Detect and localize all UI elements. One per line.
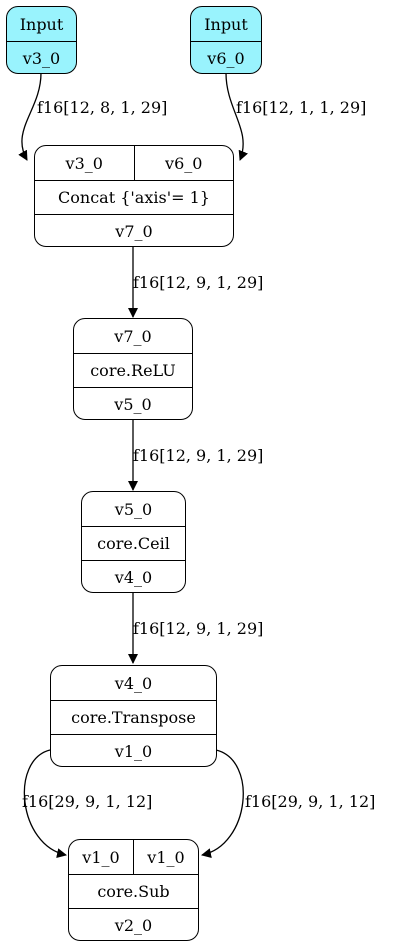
edge-transpose-to-sub-left xyxy=(23,749,67,859)
edge-label: f16[12, 1, 1, 29] xyxy=(236,98,367,117)
node-input-port: v4_0 xyxy=(114,673,153,693)
node-input-port: v3_0 xyxy=(65,153,103,173)
node-output: v4_0 xyxy=(114,567,153,587)
node-output: v6_0 xyxy=(207,48,245,68)
input-node-v6[interactable]: Input v6_0 xyxy=(190,6,262,74)
input-node-v3[interactable]: Input v3_0 xyxy=(6,6,77,74)
edge-label: f16[12, 9, 1, 29] xyxy=(133,619,264,638)
node-output: v2_0 xyxy=(114,915,153,935)
node-output: v3_0 xyxy=(22,48,61,68)
node-op: core.Transpose xyxy=(71,707,196,727)
node-op: Concat {'axis'= 1} xyxy=(58,187,210,207)
node-input-port: v5_0 xyxy=(114,499,153,519)
node-input-port: v6_0 xyxy=(133,146,234,180)
node-input-port: v7_0 xyxy=(114,326,152,346)
node-output: v1_0 xyxy=(114,741,153,761)
node-op: core.ReLU xyxy=(90,360,176,380)
node-output: v7_0 xyxy=(115,221,153,241)
edge-transpose-to-sub-right xyxy=(201,749,244,859)
edge-label: f16[29, 9, 1, 12] xyxy=(22,792,153,811)
edge-label: f16[29, 9, 1, 12] xyxy=(245,792,376,811)
node-inputs: v1_0 v1_0 xyxy=(69,840,198,874)
node-op: core.Sub xyxy=(97,881,170,901)
edge-label: f16[12, 8, 1, 29] xyxy=(37,98,168,117)
relu-node[interactable]: v7_0 core.ReLU v5_0 xyxy=(73,318,193,420)
node-input-port: v1_0 xyxy=(82,847,120,867)
edge-label: f16[12, 9, 1, 29] xyxy=(133,446,264,465)
transpose-node[interactable]: v4_0 core.Transpose v1_0 xyxy=(50,665,217,767)
node-title: Input xyxy=(19,14,64,34)
concat-node[interactable]: v3_0 v6_0 Concat {'axis'= 1} v7_0 xyxy=(34,145,234,247)
edge-v3-to-concat xyxy=(18,72,42,161)
node-op: core.Ceil xyxy=(97,533,170,553)
node-output: v5_0 xyxy=(114,394,152,414)
node-title: Input xyxy=(204,14,248,34)
sub-node[interactable]: v1_0 v1_0 core.Sub v2_0 xyxy=(68,839,199,941)
edge-v6-to-concat xyxy=(225,72,248,161)
ceil-node[interactable]: v5_0 core.Ceil v4_0 xyxy=(81,491,186,593)
node-inputs: v3_0 v6_0 xyxy=(35,146,233,180)
node-input-port: v1_0 xyxy=(133,840,198,874)
edge-label: f16[12, 9, 1, 29] xyxy=(133,273,264,292)
